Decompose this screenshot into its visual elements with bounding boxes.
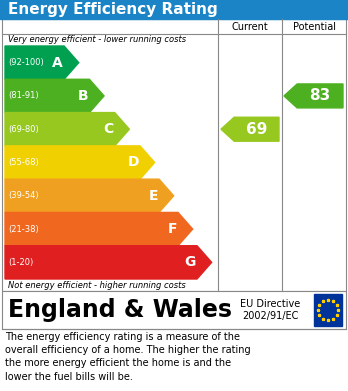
Polygon shape: [5, 113, 129, 146]
Polygon shape: [221, 117, 279, 141]
Polygon shape: [5, 246, 212, 279]
Text: (69-80): (69-80): [8, 125, 39, 134]
Text: Energy Efficiency Rating: Energy Efficiency Rating: [8, 2, 218, 17]
Bar: [314, 294, 342, 326]
Polygon shape: [5, 179, 174, 212]
Bar: [0, 0, 348, 19]
Bar: [2, 19, 346, 291]
Text: (39-54): (39-54): [8, 191, 39, 200]
Text: G: G: [185, 255, 196, 269]
Text: A: A: [52, 56, 63, 70]
Polygon shape: [5, 79, 104, 113]
Text: England & Wales: England & Wales: [8, 298, 232, 322]
Text: (21-38): (21-38): [8, 224, 39, 233]
Text: 83: 83: [309, 88, 331, 104]
Text: EU Directive
2002/91/EC: EU Directive 2002/91/EC: [240, 299, 300, 321]
Text: Not energy efficient - higher running costs: Not energy efficient - higher running co…: [8, 280, 186, 289]
Text: Current: Current: [232, 22, 268, 32]
Text: Very energy efficient - lower running costs: Very energy efficient - lower running co…: [8, 36, 186, 45]
Text: F: F: [167, 222, 177, 236]
Text: B: B: [78, 89, 88, 103]
Polygon shape: [284, 84, 343, 108]
Polygon shape: [5, 146, 155, 179]
Text: D: D: [127, 156, 139, 170]
Polygon shape: [5, 212, 193, 246]
Text: (1-20): (1-20): [8, 258, 33, 267]
Bar: [2, 291, 346, 329]
Text: (55-68): (55-68): [8, 158, 39, 167]
Text: C: C: [103, 122, 114, 136]
Text: (81-91): (81-91): [8, 91, 39, 100]
Text: The energy efficiency rating is a measure of the
overall efficiency of a home. T: The energy efficiency rating is a measur…: [5, 332, 251, 382]
Text: (92-100): (92-100): [8, 58, 44, 67]
Text: E: E: [149, 189, 158, 203]
Text: Potential: Potential: [293, 22, 335, 32]
Text: 69: 69: [246, 122, 267, 137]
Polygon shape: [5, 46, 79, 79]
